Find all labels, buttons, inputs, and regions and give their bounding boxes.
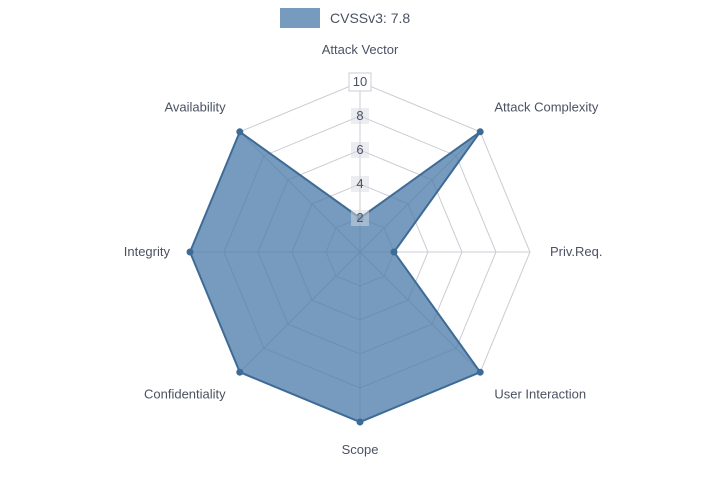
tick-label: 8 [356, 108, 363, 123]
series-point [477, 128, 484, 135]
axis-label: Availability [164, 100, 226, 115]
tick-label: 6 [356, 142, 363, 157]
series-point [236, 369, 243, 376]
axis-label: Confidentiality [144, 386, 226, 401]
series-point [236, 128, 243, 135]
radar-chart: 2 4 6 8 10 Attack Vector Attack Complexity Priv… [0, 0, 720, 504]
series-point [391, 249, 398, 256]
legend-swatch [280, 8, 320, 28]
axis-label: Scope [342, 442, 379, 457]
axis-label: Attack Complexity [494, 100, 599, 115]
radar-svg: 2 4 6 8 10 Attack Vector Attack Complexity Priv… [0, 0, 720, 504]
axis-label: Priv.Req. [550, 244, 603, 259]
series-point [357, 419, 364, 426]
tick-label: 10 [353, 74, 367, 89]
series-point [477, 369, 484, 376]
axis-label: Integrity [124, 244, 171, 259]
tick-label: 4 [356, 176, 363, 191]
axis-label: Attack Vector [322, 42, 399, 57]
series-point [187, 249, 194, 256]
tick-label: 2 [356, 210, 363, 225]
legend-label: CVSSv3: 7.8 [330, 10, 410, 26]
axis-label: User Interaction [494, 386, 586, 401]
